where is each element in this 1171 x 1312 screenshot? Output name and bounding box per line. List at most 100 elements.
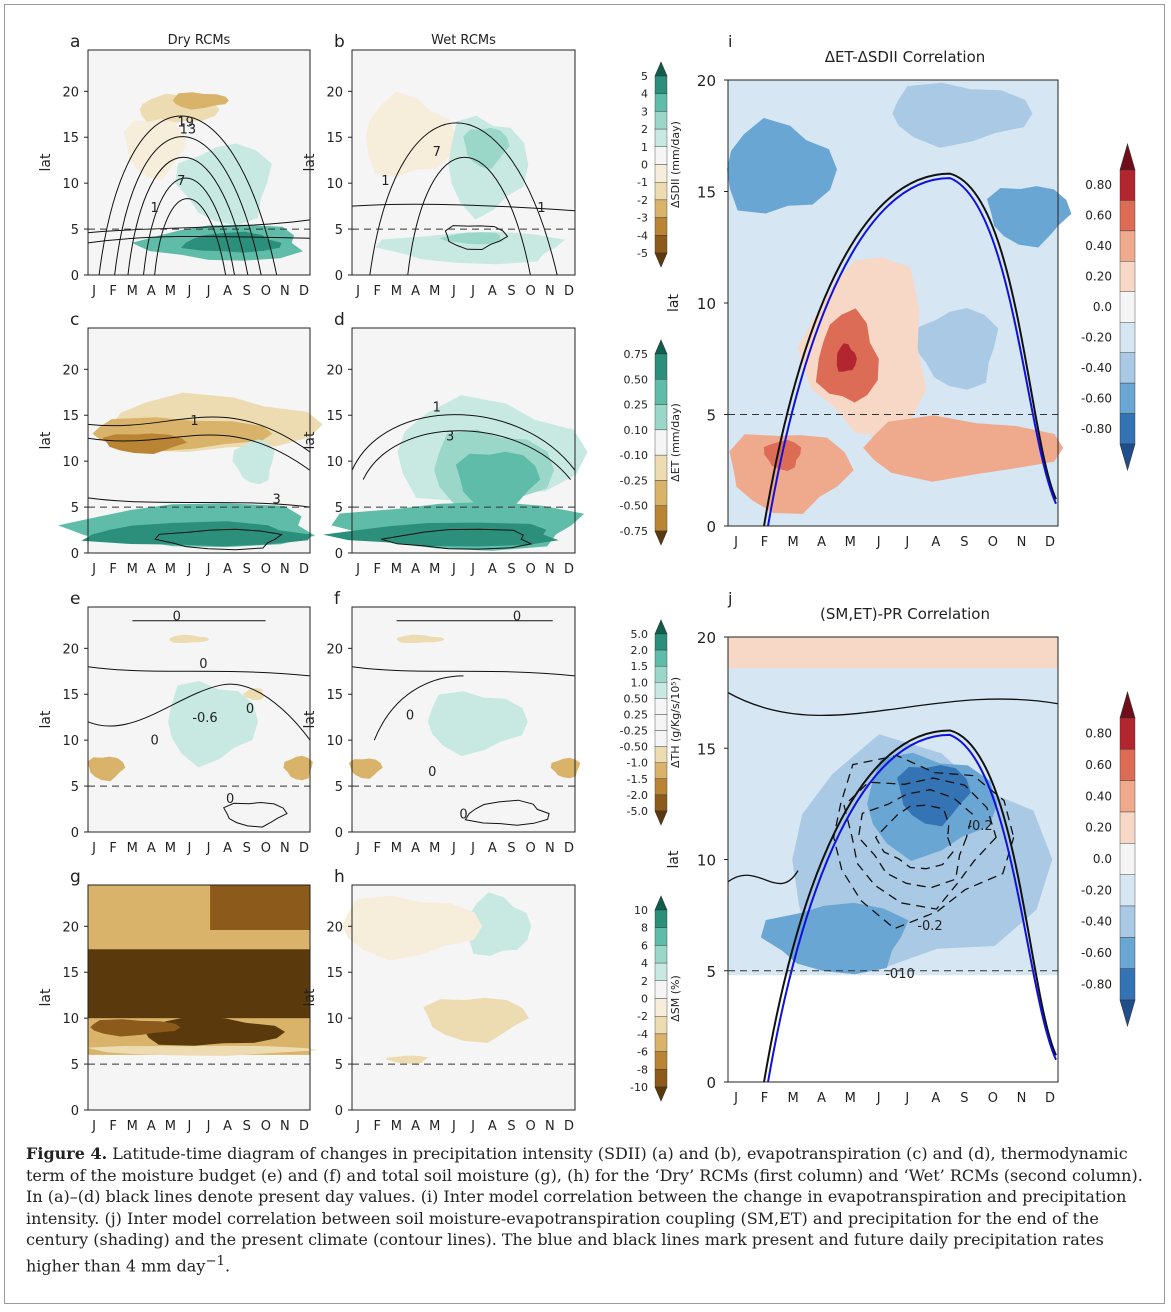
y-tick-label: 5	[71, 1058, 79, 1073]
colorbar-segment	[654, 111, 668, 130]
shade-region	[283, 755, 313, 781]
contour-line	[444, 225, 509, 251]
x-tick-label: J	[451, 841, 456, 856]
colorbar-tick-label: 5.0	[631, 628, 649, 641]
x-tick-label: D	[564, 284, 574, 299]
panel-title: Wet RCMs	[431, 33, 496, 48]
x-tick-label: F	[373, 1119, 380, 1134]
x-tick-label: S	[507, 562, 515, 577]
y-axis-label: lat	[38, 710, 54, 728]
colorbar-segment	[1119, 322, 1136, 353]
colorbar-top-arrow	[654, 339, 668, 355]
shade-region	[90, 1019, 181, 1037]
colorbar-0: 5 4 3 2 1 0 -1 -2 -3 -4 -5 ΔSDII (mm/day)	[637, 61, 682, 268]
colorbar-tick-label: 2	[641, 975, 648, 988]
panel-letter: e	[70, 589, 80, 609]
contour-label: 0	[246, 702, 254, 717]
panel-letter: j	[727, 589, 732, 608]
colorbar-bottom-arrow	[1119, 999, 1136, 1028]
panel-border	[351, 884, 576, 1111]
x-tick-label: M	[127, 1119, 138, 1134]
colorbar-top-arrow	[654, 895, 668, 911]
x-tick-label: J	[355, 284, 360, 299]
colorbar-segment	[654, 746, 668, 763]
y-axis-label: lat	[302, 431, 318, 449]
panel-border	[87, 327, 311, 554]
x-tick-label: M	[127, 284, 138, 299]
colorbar-tick-label: -3	[637, 212, 648, 225]
y-tick-label: 15	[326, 688, 343, 703]
x-tick-label: A	[223, 284, 232, 299]
shade-region	[232, 439, 275, 485]
colorbar-segment	[1119, 413, 1136, 445]
colorbar-segment	[654, 1033, 668, 1052]
y-tick-label: 10	[697, 852, 716, 870]
y-tick-label: 0	[335, 269, 343, 284]
caption-label: Figure 4.	[26, 1144, 108, 1163]
shade-region	[123, 118, 188, 181]
x-tick-label: A	[147, 562, 156, 577]
y-tick-label: 5	[71, 780, 79, 795]
colorbar-top-arrow	[654, 61, 668, 77]
contour-line	[87, 497, 311, 508]
colorbar-segment	[654, 665, 668, 683]
x-tick-label: M	[391, 1119, 402, 1134]
x-tick-label: O	[988, 1091, 998, 1106]
colorbar-segment	[1119, 291, 1136, 323]
colorbar-tick-label: 0.40	[1085, 239, 1112, 253]
shade-region	[366, 91, 456, 177]
colorbar-tick-label: -10	[630, 1081, 648, 1094]
colorbar-tick-label: 0.80	[1085, 727, 1112, 741]
contour-label: 7	[177, 174, 185, 189]
contour-line	[464, 799, 550, 826]
contour-line	[87, 683, 311, 741]
colorbar-tick-label: 0.40	[1085, 789, 1112, 803]
x-tick-label: A	[488, 1119, 497, 1134]
contour-line	[373, 675, 464, 741]
x-tick-label: O	[526, 1119, 536, 1134]
colorbar-tick-label: -5	[637, 247, 648, 260]
contour-line	[87, 235, 311, 244]
contour-line	[727, 870, 799, 885]
x-tick-label: M	[787, 1091, 798, 1106]
contour-line	[843, 777, 997, 910]
shade-region	[88, 949, 310, 1019]
x-tick-label: A	[931, 1091, 940, 1106]
shade-region	[863, 415, 1064, 482]
colorbar-label: ΔSDII (mm/day)	[669, 121, 682, 208]
colorbar-segment	[654, 128, 668, 148]
x-tick-label: N	[545, 1119, 555, 1134]
x-tick-label: A	[223, 562, 232, 577]
x-tick-label: S	[243, 841, 251, 856]
y-tick-label: 0	[335, 1104, 343, 1119]
colorbar-segment	[654, 909, 668, 928]
contour-label: 0	[150, 733, 158, 748]
colorbar-segment	[654, 505, 668, 532]
x-tick-label: O	[261, 841, 271, 856]
shade-region	[914, 308, 999, 390]
shade-region	[987, 186, 1072, 248]
x-tick-label: S	[507, 284, 515, 299]
panel-border	[87, 606, 311, 833]
x-tick-label: M	[429, 1119, 440, 1134]
colorbar-tick-label: -0.60	[1081, 391, 1112, 405]
x-tick-label: N	[1017, 535, 1027, 550]
x-tick-label: A	[411, 841, 420, 856]
colorbar-tick-label: -0.60	[1081, 946, 1112, 960]
y-tick-label: 20	[326, 920, 343, 935]
colorbar-tick-label: -0.20	[1081, 330, 1112, 344]
colorbar-2: 5.0 2.0 1.5 1.0 0.50 0.25 -0.25 -0.50 -1.0 -1.5 -2…	[620, 619, 682, 826]
colorbar-segment	[1119, 352, 1136, 384]
shade-region	[455, 451, 541, 514]
colorbar-tick-label: -8	[637, 1063, 648, 1076]
shade-region	[897, 765, 971, 827]
x-tick-label: J	[470, 562, 475, 577]
x-tick-label: S	[960, 1091, 968, 1106]
contour-label: -0.2	[917, 919, 942, 934]
x-tick-label: M	[787, 535, 798, 550]
panel-letter: d	[334, 310, 345, 330]
contour-label: 19	[177, 116, 194, 131]
y-tick-label: 5	[71, 501, 79, 516]
